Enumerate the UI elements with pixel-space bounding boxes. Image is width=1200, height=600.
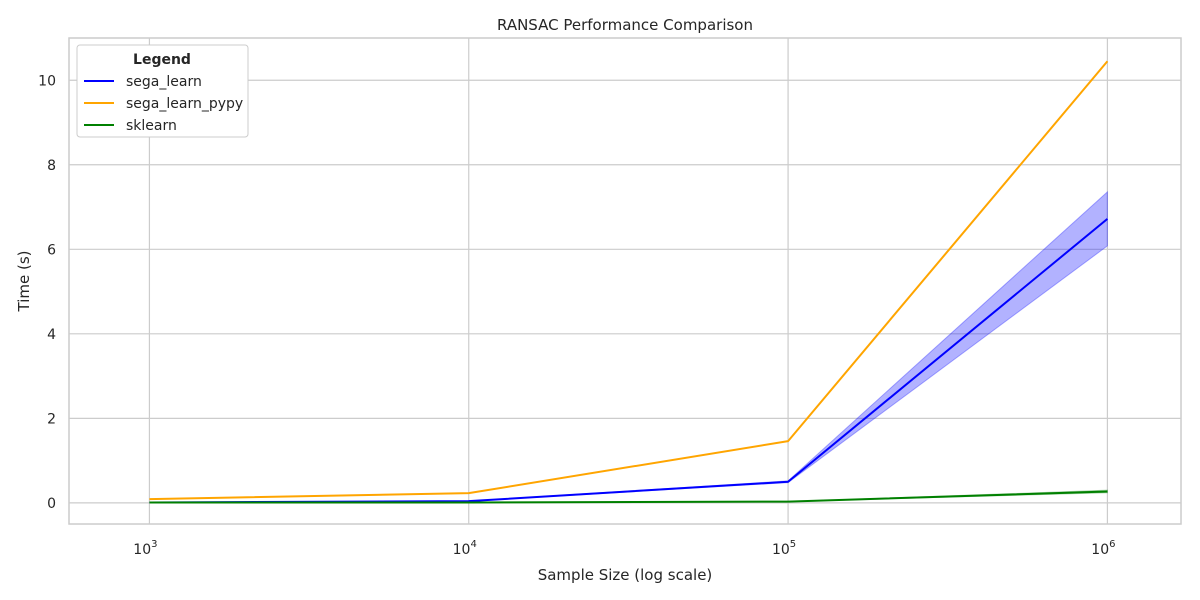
y-tick-label-5: 10: [38, 73, 56, 89]
legend-title: Legend: [133, 52, 191, 68]
y-axis-label: Time (s): [15, 251, 33, 313]
legend-label-sega-learn-pypy: sega_learn_pypy: [126, 96, 243, 112]
line-sklearn: [149, 490, 1108, 504]
y-tick-label-2: 4: [47, 327, 56, 343]
x-axis-label: Sample Size (log scale): [538, 566, 713, 584]
chart-title: RANSAC Performance Comparison: [497, 16, 753, 34]
y-tick-label-4: 8: [47, 158, 56, 174]
x-tick-labels: 103 104 105 106: [133, 539, 1115, 558]
band-sega-learn: [149, 190, 1108, 503]
y-tick-label-3: 6: [47, 242, 56, 258]
confidence-bands: [149, 190, 1108, 503]
x-tick-label-1: 104: [453, 539, 477, 558]
x-tick-label-0: 103: [133, 539, 157, 558]
legend-label-sega-learn: sega_learn: [126, 74, 202, 90]
x-tick-label-3: 106: [1091, 539, 1115, 558]
y-tick-label-1: 2: [47, 411, 56, 427]
legend-box: [76, 44, 249, 138]
line-sega-learn-pypy: [149, 60, 1109, 501]
plot-frame: [68, 37, 1182, 525]
y-tick-label-0: 0: [47, 496, 56, 512]
x-tick-label-2: 105: [772, 539, 796, 558]
legend-label-sklearn: sklearn: [126, 118, 177, 134]
y-tick-labels: 0 2 4 6 8 10: [38, 73, 56, 512]
line-sega-learn: [149, 218, 1109, 504]
series-lines: [149, 60, 1109, 504]
